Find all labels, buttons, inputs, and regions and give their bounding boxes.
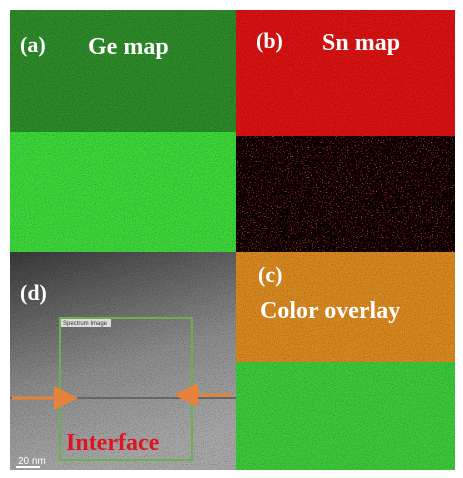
panel-title: Color overlay [260, 298, 400, 324]
box-label: Spectrum Image [63, 321, 108, 327]
panel-b: (b) Sn map [236, 10, 455, 252]
ge-bottom [10, 132, 236, 252]
panel-title: Sn map [322, 30, 400, 56]
panel-a: (a) Ge map [10, 10, 236, 252]
panel-title: Ge map [88, 34, 169, 60]
panel-label: (a) [20, 32, 46, 57]
panel-d: Spectrum Image Interface 20 nm (d) [10, 252, 236, 470]
ge-top [10, 10, 236, 132]
panel-label: (b) [256, 28, 283, 53]
scale-label: 20 nm [18, 456, 46, 467]
panel-label: (d) [20, 280, 47, 305]
overlay-bottom [236, 362, 455, 470]
panel-c: (c) Color overlay [236, 252, 455, 470]
panel-label: (c) [258, 262, 282, 287]
figure: (a) Ge map (b) Sn map Spectrum Image Int… [0, 0, 463, 478]
annotation: Interface [66, 430, 160, 456]
sn-speckle [236, 136, 455, 252]
